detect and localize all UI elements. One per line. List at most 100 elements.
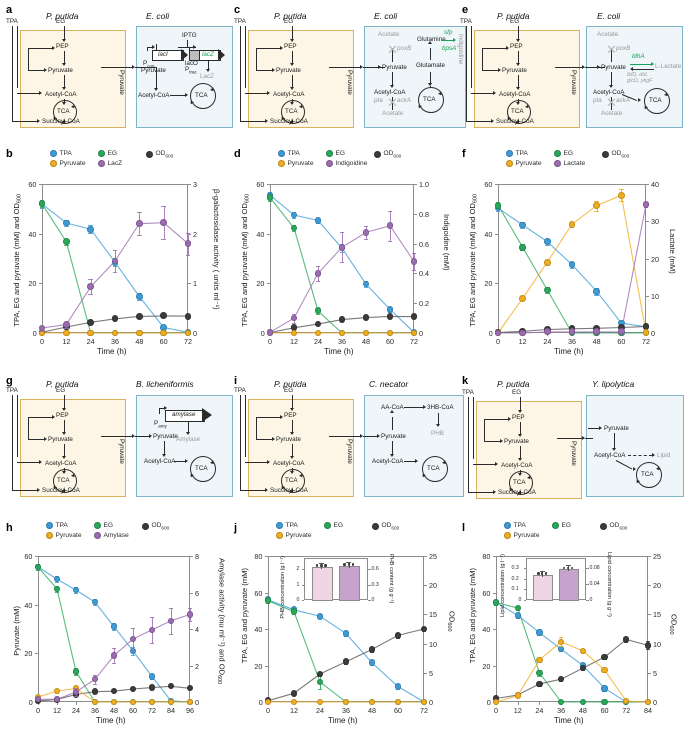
xtick-label-60: 60 [600, 706, 609, 715]
xaxis-title-h: Time (h) [96, 716, 126, 725]
datapoint-Pyruvate [368, 698, 376, 706]
legend-label: Pyruvate [285, 532, 312, 539]
arrow-head-right [43, 68, 47, 73]
ytick-right-label-0: 0 [651, 329, 655, 338]
legend-label: TPA [513, 522, 526, 529]
tca-cycle [190, 456, 216, 482]
datapoint-OD600 [642, 323, 650, 330]
arrow-line [518, 26, 519, 39]
arrow-line [17, 93, 39, 94]
legend-marker [374, 151, 381, 159]
ytick-right [188, 184, 191, 185]
ytick-right-label-0: 0 [653, 698, 657, 707]
node-succinylcoa: Succinyl-CoA [270, 118, 308, 125]
errorbar-cap [161, 239, 166, 241]
arrow-line [101, 67, 132, 68]
arrow-head-right [193, 45, 196, 50]
legend-item-h-OD600: OD600 [142, 522, 169, 531]
errorbar-cap [54, 591, 60, 593]
inset-ytick-label: 0 [518, 597, 522, 603]
legend-marker [602, 151, 609, 159]
line [611, 48, 612, 62]
datapoint-OD600 [129, 685, 137, 693]
ytick-right-label-1: 1.0 [419, 180, 429, 189]
datapoint-OD600 [617, 324, 625, 331]
node-pep: PEP [56, 412, 69, 419]
legend-marker [506, 160, 513, 167]
knockout-x-poxb: ✕ [606, 42, 617, 57]
arrow-head-down [290, 407, 295, 411]
errorbar-cap [645, 641, 651, 643]
arrow-line [611, 72, 612, 85]
line [159, 408, 160, 414]
legend-marker [46, 532, 53, 539]
node-phb: PHB [431, 430, 444, 437]
node-hbcoa: 3HB-CoA [427, 404, 454, 411]
arrow-head-right [184, 459, 188, 464]
legend-label: Pyruvate [287, 160, 314, 167]
datapoint-TPA [362, 280, 370, 288]
datapoint-OD600_left [290, 689, 298, 697]
legend-label: TPA [59, 150, 72, 157]
node-poxb: poxB [616, 45, 631, 52]
arrow-line [64, 120, 65, 121]
errorbar-cap [149, 642, 155, 644]
ytick-label-20: 20 [482, 661, 491, 671]
datapoint-Indigoidine [338, 243, 346, 251]
legend-label: EG [107, 150, 118, 157]
arrow-head-down [518, 433, 523, 437]
errorbar-cap [35, 569, 41, 571]
arrow-line [245, 462, 267, 463]
xaxis-title-j: Time (h) [328, 716, 358, 725]
shuttle-label-c: Pyruvate [346, 70, 353, 95]
datapoint-EG [72, 668, 80, 675]
node-glutamate: Glutamate [416, 62, 446, 69]
ytick-right-label-0: 0 [195, 698, 199, 707]
errorbar-cap [137, 235, 142, 237]
node-ldha: ldhA [632, 53, 645, 60]
node-acetylcoa: Acetyl-CoA [273, 91, 305, 98]
ytick-right [188, 233, 191, 235]
arrow-head-down [290, 455, 295, 459]
datapoint-EG [579, 698, 587, 706]
line [482, 48, 483, 70]
arrow-head-down [516, 86, 521, 90]
arrow-line [630, 64, 651, 65]
datapoint-Indigoidine [362, 229, 370, 236]
donor-species-g: P. putida [46, 379, 79, 389]
ytick-label-40: 40 [484, 229, 493, 239]
datapoint-TPA [316, 612, 324, 620]
node-acetate-top: Acetate [597, 31, 619, 38]
ytick [39, 184, 42, 185]
xaxis-title-b: Time (h) [97, 347, 127, 356]
ytick-right-label-15: 15 [429, 610, 437, 620]
inset-errorbar-cap [346, 561, 352, 563]
arrow-line [64, 75, 65, 87]
errorbar-cap [387, 210, 393, 212]
ytick-label-0: 0 [488, 329, 493, 338]
arrow-line [392, 72, 393, 85]
node-tca-label: TCA [285, 107, 298, 115]
xtick-label-12: 12 [53, 706, 61, 715]
inset-replicate-dot [562, 566, 566, 570]
node-pyruvate-yl: Pyruvate [604, 425, 629, 432]
errorbar-cap [645, 649, 651, 651]
legend-marker [504, 532, 511, 539]
legend-label: EG [333, 522, 344, 529]
ytick [35, 556, 38, 557]
legend-label: TPA [55, 522, 68, 529]
datapoint-Lactate [494, 329, 502, 337]
ytick-right [646, 184, 649, 185]
arrow-line [292, 395, 293, 408]
ytick-right-label-30: 30 [651, 217, 659, 227]
node-pyruvate: Pyruvate [276, 436, 301, 443]
node-pyruvate-ec: Pyruvate [141, 67, 166, 74]
datapoint-Amylase [110, 652, 118, 659]
arrow-line [329, 436, 360, 437]
xtick-label-96: 96 [186, 706, 194, 715]
datapoint-Pyruvate [111, 329, 119, 337]
gene-lacz-arrowhead [218, 48, 225, 61]
datapoint-Pyruvate [87, 329, 95, 337]
errorbar-cap [315, 265, 321, 267]
legend-marker [146, 151, 153, 159]
